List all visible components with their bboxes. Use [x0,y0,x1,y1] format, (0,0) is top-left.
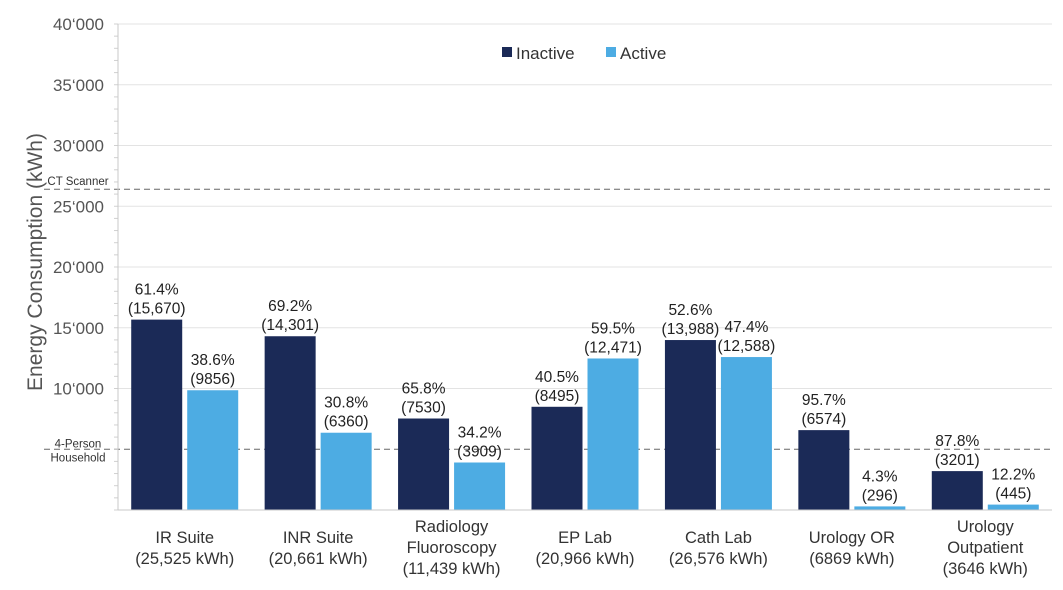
bar-value-label: 40.5% [535,369,579,386]
reference-line-label: CT Scanner [47,176,108,188]
reference-line-label: Household [51,452,106,464]
y-tick-label: 35‘000 [53,76,104,95]
bar-value-label: 65.8% [402,381,446,398]
y-tick-label: 15‘000 [53,319,104,338]
bar-labels: 61.4% (15,670) 38.6% (9856) 69.2% (14,301) 30.… [128,282,1036,505]
bar-inactive [264,336,316,510]
y-tick-label: 40‘000 [53,15,104,34]
bar-value-label: (9856) [190,371,235,388]
bar-inactive [398,418,450,510]
x-category-label: (25,525 kWh) [135,550,234,568]
bar-inactive [931,471,983,510]
x-category-label: INR Suite [283,529,354,547]
bar-active [320,432,372,510]
bar-value-label: 52.6% [668,302,712,319]
bar-value-label: 69.2% [268,298,312,315]
bar-value-label: (3201) [935,452,980,469]
gridlines [118,23,1052,389]
bar-active [854,506,906,510]
bar-value-label: (7530) [401,400,446,417]
bar-inactive [131,319,183,510]
bar-active [454,462,506,510]
bar-value-label: 12.2% [991,467,1035,484]
bar-active [987,504,1039,510]
x-category-label: Radiology [415,518,489,536]
x-category-label: Cath Lab [685,529,752,547]
bar-active [187,390,239,510]
bar-value-label: 61.4% [135,282,179,299]
y-tick-label: 25‘000 [53,197,104,216]
y-tick-label: 10‘000 [53,380,104,399]
bar-value-label: 59.5% [591,320,635,337]
bar-active [587,358,639,510]
bar-value-label: (6574) [801,411,846,428]
reference-line-label: 4-Person [55,438,102,450]
y-tick-label: 20‘000 [53,258,104,277]
bar-value-label: (3909) [457,444,502,461]
y-tick-label: 30‘000 [53,137,104,156]
bar-value-label: 34.2% [458,425,502,442]
x-category-label: (6869 kWh) [809,550,894,568]
x-category-label: Fluoroscopy [407,539,498,557]
legend-swatch-active [606,47,616,57]
bar-value-label: (445) [995,486,1031,503]
x-category-label: (26,576 kWh) [669,550,768,568]
x-category-label: (20,661 kWh) [269,550,368,568]
bar-value-label: (8495) [535,388,580,405]
x-category-label: (11,439 kWh) [403,560,501,578]
bar-value-label: 87.8% [935,433,979,450]
bar-value-label: (14,301) [261,317,319,334]
bar-value-label: (296) [862,487,898,504]
bar-value-label: (6360) [324,414,369,431]
bar-value-label: (12,588) [718,338,776,355]
x-category-label: Outpatient [947,539,1024,557]
y-axis-title: Energy Consumption (kWh) [24,133,47,391]
bar-value-label: (13,988) [662,321,720,338]
bar-inactive [798,430,850,510]
bar-value-label: (15,670) [128,301,186,318]
x-category-label: EP Lab [558,529,612,547]
x-category-label: IR Suite [155,529,214,547]
x-category-label: Urology [957,518,1015,536]
legend-label-inactive: Inactive [516,44,575,63]
bars [131,319,1039,510]
x-category-label: Urology OR [809,529,895,547]
bar-value-label: (12,471) [584,339,642,356]
bar-active [720,357,772,510]
x-category-label: (20,966 kWh) [535,550,634,568]
bar-value-label: 4.3% [862,468,898,485]
bar-value-label: 47.4% [724,319,768,336]
bar-value-label: 30.8% [324,395,368,412]
bar-value-label: 95.7% [802,392,846,409]
bar-inactive [531,406,583,510]
legend-swatch-inactive [502,47,512,57]
bar-value-label: 38.6% [191,352,235,369]
legend: Inactive Active [502,44,666,63]
axes: 10‘000 15‘000 20‘000 25‘000 30‘000 35‘000 40‘0… [53,15,1052,578]
x-category-label: (3646 kWh) [943,560,1028,578]
legend-label-active: Active [620,44,666,63]
bar-inactive [664,340,716,510]
